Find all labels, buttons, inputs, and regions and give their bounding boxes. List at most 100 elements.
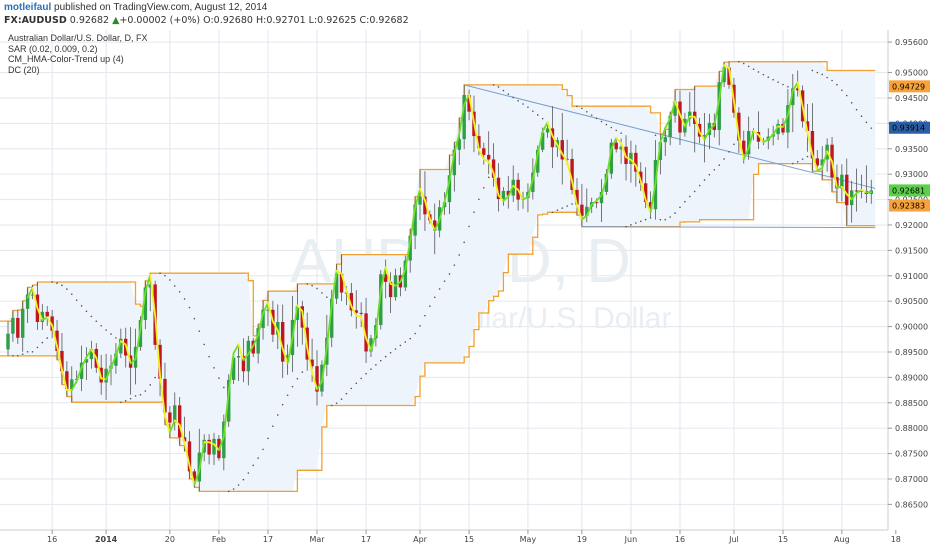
sar-dot-134 — [664, 218, 667, 221]
candle-body-142 — [702, 135, 707, 137]
hma-segment-73 — [360, 315, 367, 340]
sar-dot-122 — [605, 123, 608, 126]
candle-body-172 — [849, 190, 854, 206]
sar-dot-165 — [816, 71, 819, 74]
candle-body-3 — [21, 308, 25, 338]
sar-dot-125 — [620, 132, 622, 134]
candle-body-84 — [418, 196, 422, 205]
sar-dot-66 — [330, 404, 333, 407]
y-tick-label-7: 0.92000 — [895, 221, 928, 230]
hma-segment-66 — [325, 304, 333, 349]
candle-body-123 — [609, 142, 614, 174]
ohlc-high: 0.92701 — [266, 15, 306, 26]
sar-dot-111 — [551, 211, 554, 214]
sar-dot-84 — [419, 325, 421, 327]
y-tick-label-0: 0.95600 — [895, 38, 928, 47]
hma-segment-8 — [41, 316, 49, 321]
sar-dot-133 — [659, 218, 662, 221]
hma-segment-12 — [61, 368, 68, 391]
candle-body-41 — [207, 439, 211, 455]
hma-segment-137 — [674, 100, 681, 116]
sar-dot-123 — [610, 126, 613, 129]
candle-body-166 — [820, 159, 824, 166]
hma-segment-171 — [840, 185, 848, 196]
hma-segment-61 — [301, 310, 309, 349]
candle-body-36 — [182, 437, 187, 442]
sar-dot-10 — [56, 282, 58, 284]
candle-body-76 — [379, 274, 383, 326]
donchian-channel-fill — [8, 61, 876, 492]
hma-segment-11 — [56, 345, 63, 371]
hma-segment-107 — [527, 178, 534, 198]
legend-sar[interactable]: SAR (0.02, 0.009, 0.2) — [8, 43, 98, 54]
hma-segment-141 — [693, 115, 701, 134]
hma-segment-25 — [124, 343, 132, 365]
author-link[interactable]: motleifaul — [4, 2, 52, 13]
legend-dc[interactable]: DC (20) — [8, 64, 40, 75]
hma-segment-57 — [281, 347, 289, 365]
hma-segment-49 — [242, 353, 250, 362]
candle-body-68 — [339, 273, 344, 293]
candle-body-29 — [148, 284, 152, 288]
sar-dot-76 — [379, 359, 382, 362]
candle-body-158 — [781, 123, 785, 133]
sar-dot-116 — [576, 105, 578, 107]
price-label-0: 0.94729 — [892, 82, 925, 91]
hma-segment-131 — [644, 198, 652, 214]
hma-segment-101 — [497, 194, 505, 202]
y-tick-label-15: 0.88000 — [895, 424, 928, 433]
hma-segment-105 — [517, 188, 524, 201]
sar-dot-67 — [335, 402, 338, 404]
candle-body-153 — [756, 132, 761, 142]
sar-dot-44 — [223, 386, 225, 389]
sar-dot-87 — [433, 296, 436, 299]
hma-segment-100 — [492, 172, 500, 197]
sar-dot-73 — [365, 372, 367, 375]
legend-main-series[interactable]: Australian Dollar/U.S. Dollar, D, FX — [8, 33, 148, 43]
candle-body-157 — [776, 123, 780, 135]
sar-dot-154 — [762, 73, 765, 76]
sar-dot-159 — [787, 85, 789, 88]
sar-dot-137 — [679, 206, 681, 209]
candle-body-122 — [604, 173, 609, 192]
hma-segment-71 — [350, 305, 358, 317]
ohlc-high-label: H: — [255, 15, 267, 26]
hma-segment-163 — [801, 105, 809, 134]
candle-body-94 — [467, 94, 471, 112]
candle-body-159 — [786, 105, 790, 133]
sar-dot-72 — [360, 377, 362, 380]
hma-segment-10 — [51, 324, 58, 348]
hma-segment-56 — [276, 329, 284, 350]
candle-body-71 — [354, 310, 358, 313]
ohlc-low: 0.92625 — [317, 15, 357, 26]
hma-segment-62 — [306, 346, 314, 374]
sar-dot-151 — [747, 65, 750, 68]
hma-segment-92 — [453, 133, 461, 154]
sar-dot-29 — [149, 384, 152, 386]
sar-dot-124 — [615, 129, 618, 132]
candle-body-165 — [815, 158, 820, 166]
hma-segment-157 — [772, 125, 779, 136]
hma-segment-132 — [649, 182, 657, 214]
sar-dot-127 — [630, 224, 632, 226]
y-tick-label-12: 0.89500 — [895, 348, 928, 357]
candle-body-72 — [359, 312, 363, 314]
candle-body-8 — [45, 311, 49, 317]
sar-dot-172 — [850, 102, 853, 104]
hma-segment-65 — [321, 346, 328, 383]
hma-segment-124 — [610, 136, 618, 151]
hma-segment-19 — [95, 356, 103, 380]
candle-body-44 — [222, 421, 226, 459]
candle-body-130 — [643, 183, 648, 203]
hma-segment-84 — [414, 188, 421, 209]
sar-dot-18 — [95, 320, 98, 323]
sar-dot-28 — [144, 390, 147, 392]
time-axis[interactable] — [0, 530, 888, 550]
price-axis[interactable] — [888, 30, 932, 530]
symbol[interactable]: FX:AUDUSD — [4, 15, 67, 26]
candle-body-66 — [330, 298, 334, 338]
sar-dot-24 — [124, 399, 127, 402]
legend-hma[interactable]: CM_HMA-Color-Trend up (4) — [8, 54, 124, 64]
hma-segment-149 — [733, 100, 740, 139]
